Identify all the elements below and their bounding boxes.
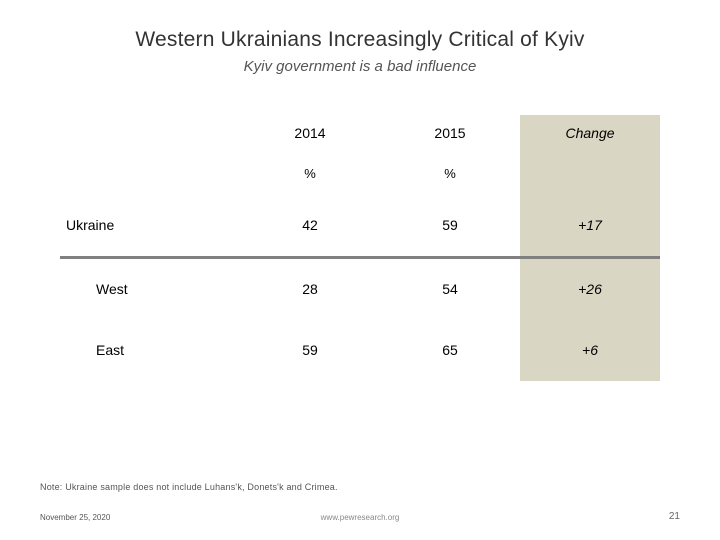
row-val-change: +26: [520, 257, 660, 319]
footnote: Note: Ukraine sample does not include Lu…: [40, 482, 338, 492]
table-header-row: 2014 2015 Change: [60, 115, 660, 151]
row-val-2015: 65: [380, 319, 520, 381]
data-table: 2014 2015 Change % % Ukraine 42 59 +17: [60, 115, 660, 381]
row-label: West: [60, 257, 240, 319]
row-val-2015: 54: [380, 257, 520, 319]
data-table-wrap: 2014 2015 Change % % Ukraine 42 59 +17: [60, 115, 660, 381]
unit-2014: %: [240, 151, 380, 195]
table-row: East 59 65 +6: [60, 319, 660, 381]
page-subtitle: Kyiv government is a bad influence: [40, 58, 680, 75]
col-header-change: Change: [520, 115, 660, 151]
footer-url: www.pewresearch.org: [0, 513, 720, 522]
col-header-2014: 2014: [240, 115, 380, 151]
unit-2015: %: [380, 151, 520, 195]
unit-change: [520, 151, 660, 195]
col-header-blank: [60, 115, 240, 151]
row-val-2014: 59: [240, 319, 380, 381]
row-val-change: +6: [520, 319, 660, 381]
row-label: East: [60, 319, 240, 381]
page-title: Western Ukrainians Increasingly Critical…: [40, 28, 680, 52]
row-val-2015: 59: [380, 195, 520, 257]
col-header-2015: 2015: [380, 115, 520, 151]
table-row: West 28 54 +26: [60, 257, 660, 319]
footer-page-number: 21: [669, 511, 680, 522]
row-val-change: +17: [520, 195, 660, 257]
table-unit-row: % %: [60, 151, 660, 195]
row-val-2014: 28: [240, 257, 380, 319]
row-label: Ukraine: [60, 195, 240, 257]
row-val-2014: 42: [240, 195, 380, 257]
table-row: Ukraine 42 59 +17: [60, 195, 660, 257]
unit-blank: [60, 151, 240, 195]
